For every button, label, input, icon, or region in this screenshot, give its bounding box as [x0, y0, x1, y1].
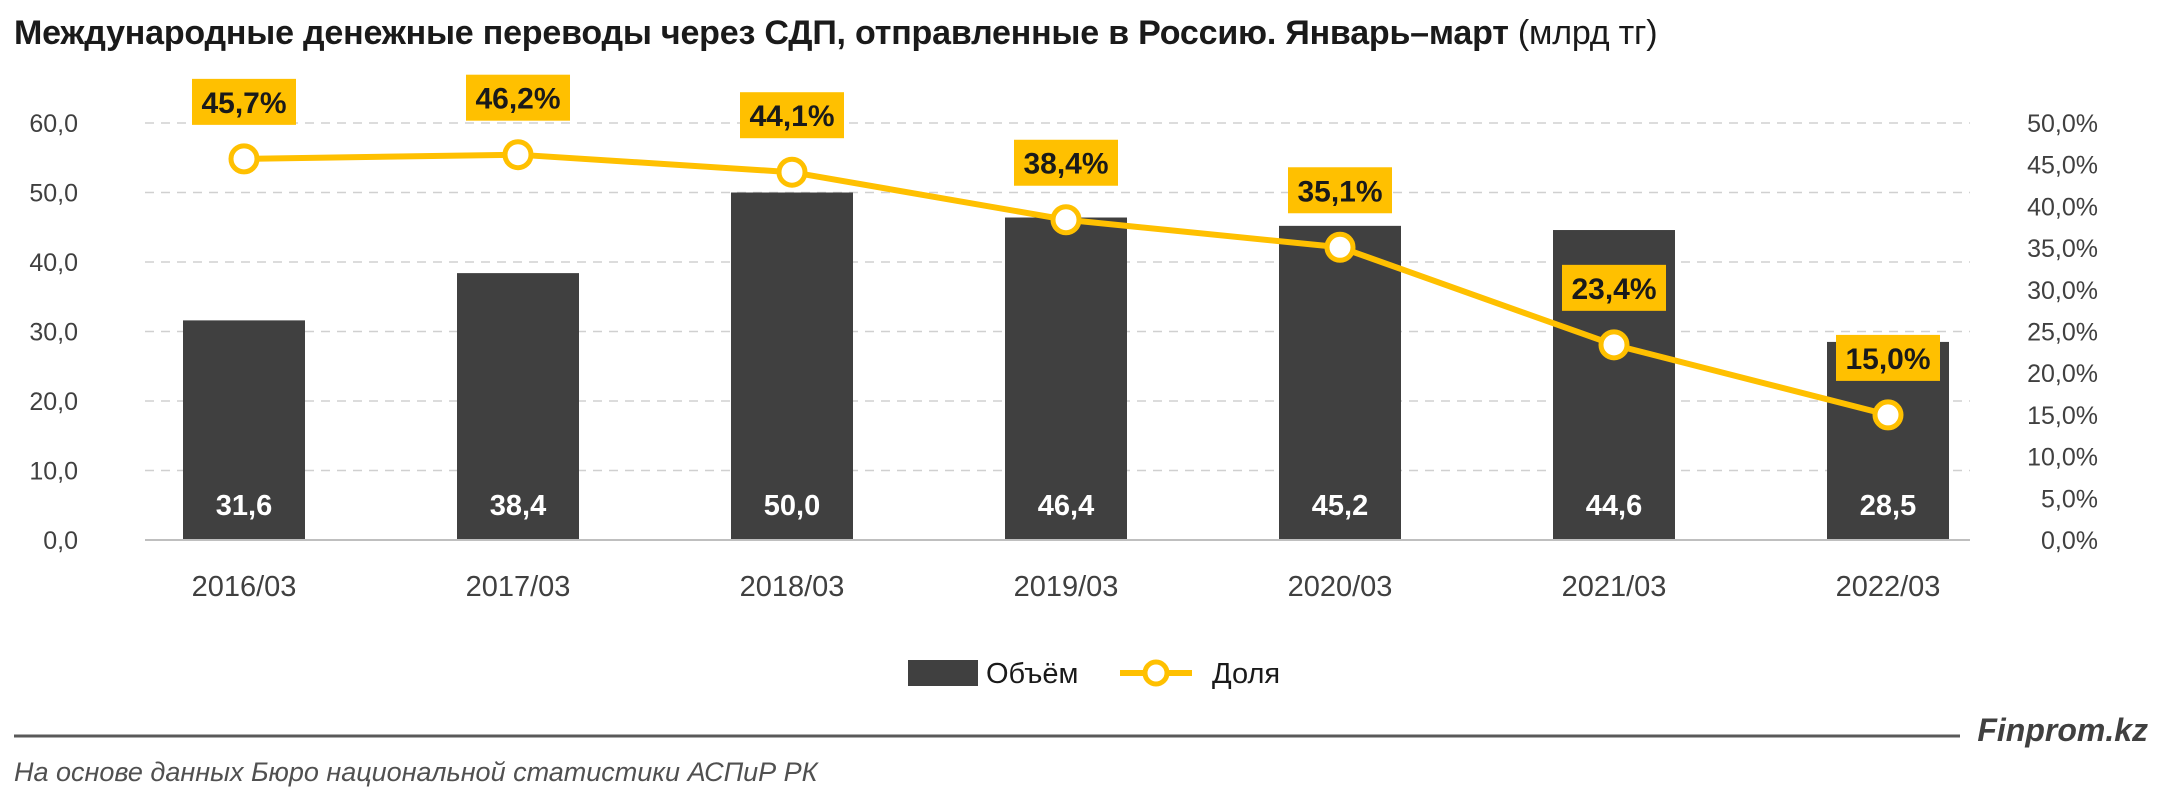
chart-title-unit: (млрд тг) [1517, 14, 1658, 52]
legend-volume-label: Объём [986, 658, 1078, 690]
volume-bar [183, 320, 305, 540]
footer-brand: Finprom.kz [1977, 712, 2148, 748]
volume-bar-label: 46,4 [1038, 490, 1094, 522]
right-axis-tick-label: 5,0% [2041, 485, 2098, 513]
share-marker [502, 139, 534, 171]
share-marker [228, 143, 260, 175]
right-axis-tick-label: 50,0% [2027, 110, 2098, 138]
volume-bar [457, 273, 579, 540]
share-marker [1872, 399, 1904, 431]
x-axis: 2016/03 2017/03 2018/03 2019/03 2020/03 2021/… [145, 539, 1970, 603]
share-marker [1050, 204, 1082, 236]
x-axis-tick-label: 2018/03 [740, 571, 845, 603]
share-marker [1324, 231, 1356, 263]
share-label-box [466, 74, 570, 121]
legend-share-marker [1142, 659, 1170, 687]
chart-title-main: Международные денежные переводы через СД… [14, 14, 1509, 52]
volume-bar [1005, 217, 1127, 540]
left-y-axis: 0,0 10,0 20,0 30,0 40,0 50,0 60,0 [29, 110, 78, 555]
volume-bars: 31,6 38,4 50,0 46,4 45,2 44,6 28,5 [183, 192, 1949, 541]
share-label-box [1562, 264, 1666, 311]
x-axis-tick-label: 2021/03 [1562, 571, 1667, 603]
x-axis-tick-label: 2017/03 [466, 571, 571, 603]
right-axis-tick-label: 30,0% [2027, 277, 2098, 305]
share-label: 38,4% [1023, 148, 1108, 181]
left-axis-tick-label: 50,0 [29, 180, 78, 208]
left-axis-tick-label: 0,0 [43, 527, 78, 555]
left-axis-tick-label: 60,0 [29, 110, 78, 138]
share-label: 35,1% [1297, 175, 1382, 208]
share-label: 15,0% [1845, 343, 1930, 376]
left-axis-tick-label: 40,0 [29, 249, 78, 277]
volume-bar-label: 38,4 [490, 490, 546, 522]
volume-bar [1279, 225, 1401, 541]
share-marker [776, 156, 808, 188]
share-label-box [740, 92, 844, 139]
x-axis-tick-label: 2020/03 [1288, 571, 1393, 603]
share-label: 23,4% [1571, 273, 1656, 306]
share-label-box [1836, 334, 1940, 381]
volume-bar [731, 192, 853, 540]
x-axis-tick-label: 2022/03 [1836, 571, 1941, 603]
share-line: 45,7% 46,2% 44,1% 38,4% 35,1% 23,4% 15,0% [192, 74, 1940, 431]
volume-bar-label: 44,6 [1586, 490, 1642, 522]
share-label: 45,7% [201, 87, 286, 120]
volume-bar-label: 45,2 [1312, 490, 1368, 522]
share-label-box [1014, 139, 1118, 186]
right-y-axis: 0,0% 5,0% 10,0% 15,0% 20,0% 25,0% 30,0% 35,0% 40… [2027, 110, 2098, 555]
volume-bar-label: 28,5 [1860, 490, 1916, 522]
share-label-box [192, 78, 296, 125]
share-label-box [1288, 167, 1392, 214]
x-axis-tick-label: 2019/03 [1014, 571, 1119, 603]
right-axis-tick-label: 0,0% [2041, 527, 2098, 555]
right-axis-tick-label: 10,0% [2027, 444, 2098, 472]
left-axis-tick-label: 30,0 [29, 319, 78, 347]
legend-volume-swatch [908, 660, 978, 686]
volume-bar-label: 31,6 [216, 490, 272, 522]
right-axis-tick-label: 45,0% [2027, 152, 2098, 180]
legend: Объём Доля [908, 658, 1280, 690]
right-axis-tick-label: 25,0% [2027, 319, 2098, 347]
footer: Finprom.kz На основе данных Бюро национа… [14, 712, 2148, 787]
left-axis-tick-label: 10,0 [29, 458, 78, 486]
share-label: 44,1% [749, 100, 834, 133]
right-axis-tick-label: 40,0% [2027, 193, 2098, 221]
share-marker [1598, 329, 1630, 361]
legend-share-label: Доля [1212, 658, 1280, 690]
footer-source: На основе данных Бюро национальной стати… [14, 757, 820, 787]
right-axis-tick-label: 20,0% [2027, 360, 2098, 388]
left-axis-tick-label: 20,0 [29, 388, 78, 416]
x-axis-tick-label: 2016/03 [192, 571, 297, 603]
right-axis-tick-label: 35,0% [2027, 235, 2098, 263]
right-axis-tick-label: 15,0% [2027, 402, 2098, 430]
volume-bar-label: 50,0 [764, 490, 820, 522]
share-label: 46,2% [475, 83, 560, 116]
chart-title: Международные денежные переводы через СД… [14, 14, 1658, 53]
